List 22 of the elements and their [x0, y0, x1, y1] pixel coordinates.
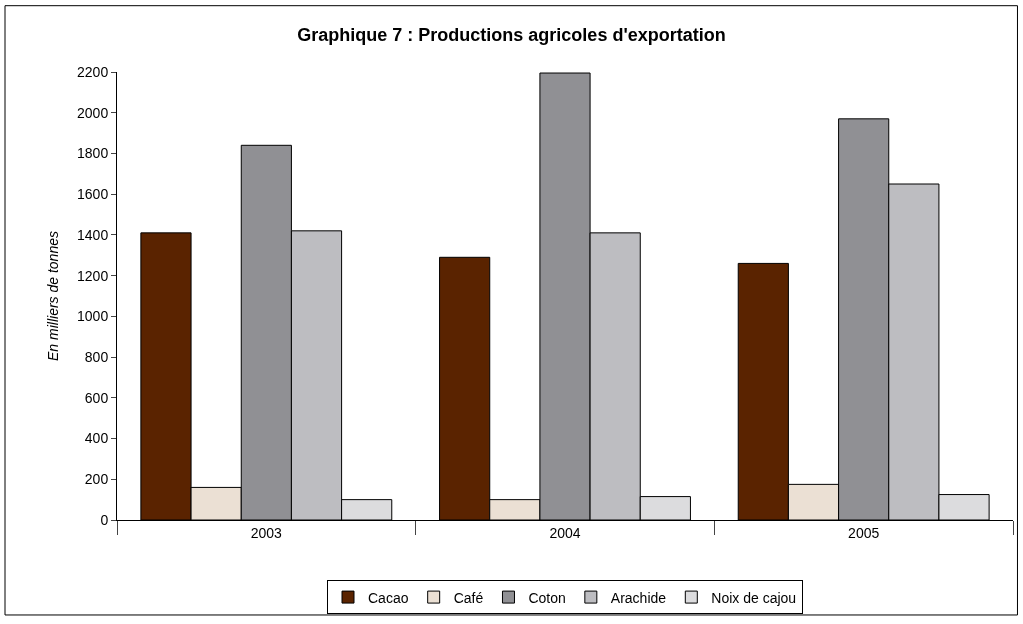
y-tick-label: 0	[100, 511, 109, 528]
legend-label: Café	[453, 589, 484, 606]
y-tick-label: 800	[84, 348, 109, 365]
y-tick-label: 2000	[77, 104, 109, 121]
legend-label: Coton	[528, 589, 566, 606]
legend-label: Noix de cajou	[711, 589, 797, 606]
y-tick-label: 1200	[77, 267, 109, 284]
chart-title: Graphique 7 : Productions agricoles d'exportation	[297, 24, 726, 45]
y-tick-label: 1800	[77, 145, 109, 162]
y-axis-title: En milliers de tonnes	[44, 231, 61, 361]
y-tick-label: 600	[84, 389, 109, 406]
y-tick-label: 1000	[77, 308, 109, 325]
y-tick-label: 1400	[77, 226, 109, 243]
y-tick-label: 400	[84, 430, 109, 447]
y-tick-label: 2200	[77, 63, 109, 80]
legend-label: Arachide	[610, 589, 667, 606]
x-tick-label: 2004	[549, 524, 581, 541]
y-tick-label: 1600	[77, 186, 109, 203]
x-tick-label: 2005	[848, 524, 880, 541]
x-tick-label: 2003	[250, 524, 283, 541]
legend-label: Cacao	[368, 589, 409, 606]
y-tick-label: 200	[84, 471, 109, 488]
